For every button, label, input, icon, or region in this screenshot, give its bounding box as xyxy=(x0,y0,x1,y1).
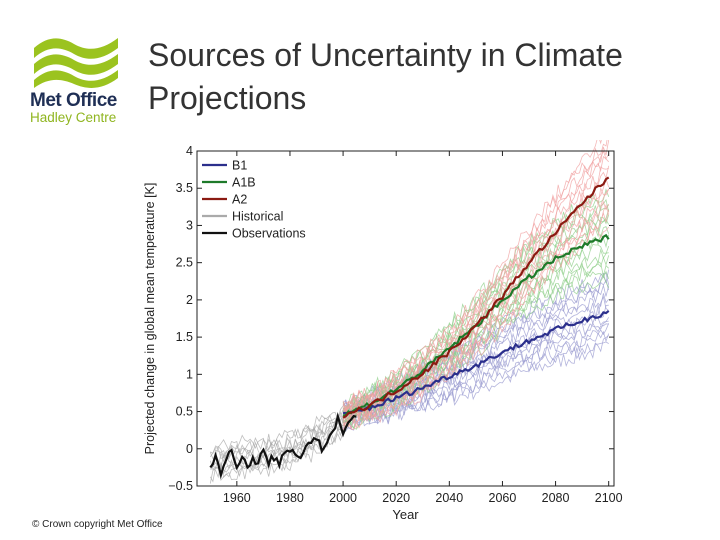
y-tick-label: 3.5 xyxy=(176,181,193,195)
ensemble-member-line xyxy=(209,409,344,460)
logo-waves-icon xyxy=(34,38,118,88)
legend-label-a2: A2 xyxy=(232,193,247,207)
x-tick-label: 1960 xyxy=(223,491,251,505)
legend-label-historical: Historical xyxy=(232,210,283,224)
ensemble-member-line xyxy=(209,428,344,483)
y-tick-label: 1.5 xyxy=(176,330,193,344)
mean-lines xyxy=(209,176,610,480)
x-tick-label: 2020 xyxy=(382,491,410,505)
ensemble-lines xyxy=(209,140,610,484)
x-tick-label: 2060 xyxy=(489,491,517,505)
copyright-notice: © Crown copyright Met Office xyxy=(32,519,163,530)
legend-label-observations: Observations xyxy=(232,227,306,241)
ensemble-member-line xyxy=(342,186,610,423)
x-tick-label: 2100 xyxy=(595,491,623,505)
y-tick-label: 0.5 xyxy=(176,405,193,419)
ensemble-member-line xyxy=(342,270,610,432)
ensemble-member-line xyxy=(343,275,610,431)
slide-title: Sources of Uncertainty in Climate Projec… xyxy=(148,37,623,116)
ensemble-member-line xyxy=(342,140,610,412)
y-axis-label: Projected change in global mean temperat… xyxy=(143,183,157,455)
ensemble-member-line xyxy=(342,200,610,428)
legend: B1 A1B A2 Historical Observations xyxy=(202,159,306,241)
ensemble-member-line xyxy=(342,155,609,415)
y-tick-label: −0.5 xyxy=(168,479,193,493)
series-mean-line-b1 xyxy=(343,310,610,415)
plot-frame xyxy=(196,150,615,487)
ensemble-member-line xyxy=(209,405,344,458)
temperature-projection-chart: 1960 1980 2000 2020 2040 2060 2080 2100 −0.5 0 0.5… xyxy=(143,140,623,520)
y-tick-label: 3 xyxy=(186,218,193,232)
axes: 1960 1980 2000 2020 2040 2060 2080 2100 −0.5 0 0.5… xyxy=(168,144,622,505)
ensemble-member-line xyxy=(342,209,610,416)
x-tick-label: 2000 xyxy=(329,491,357,505)
x-tick-label: 1980 xyxy=(276,491,304,505)
x-tick-label: 2040 xyxy=(435,491,463,505)
series-mean-line-a2 xyxy=(342,176,610,419)
logo-wordmark-hadley-centre: Hadley Centre xyxy=(30,110,117,125)
y-tick-label: 1 xyxy=(186,367,193,381)
ensemble-member-line xyxy=(342,150,610,415)
y-tick-label: 4 xyxy=(186,144,193,158)
ensemble-member-line xyxy=(342,140,608,409)
logo-wordmark-met-office: Met Office xyxy=(30,90,117,111)
met-office-logo: Met Office Hadley Centre xyxy=(26,34,126,129)
ensemble-member-line xyxy=(342,166,609,419)
series-line-observations xyxy=(209,412,357,480)
ensemble-member-line xyxy=(342,140,607,410)
y-tick-label: 0 xyxy=(186,442,193,456)
legend-label-a1b: A1B xyxy=(232,176,256,190)
legend-label-b1: B1 xyxy=(232,159,247,173)
x-axis-label: Year xyxy=(392,507,419,520)
y-tick-label: 2 xyxy=(186,293,193,307)
x-tick-label: 2080 xyxy=(542,491,570,505)
y-tick-label: 2.5 xyxy=(176,256,193,270)
